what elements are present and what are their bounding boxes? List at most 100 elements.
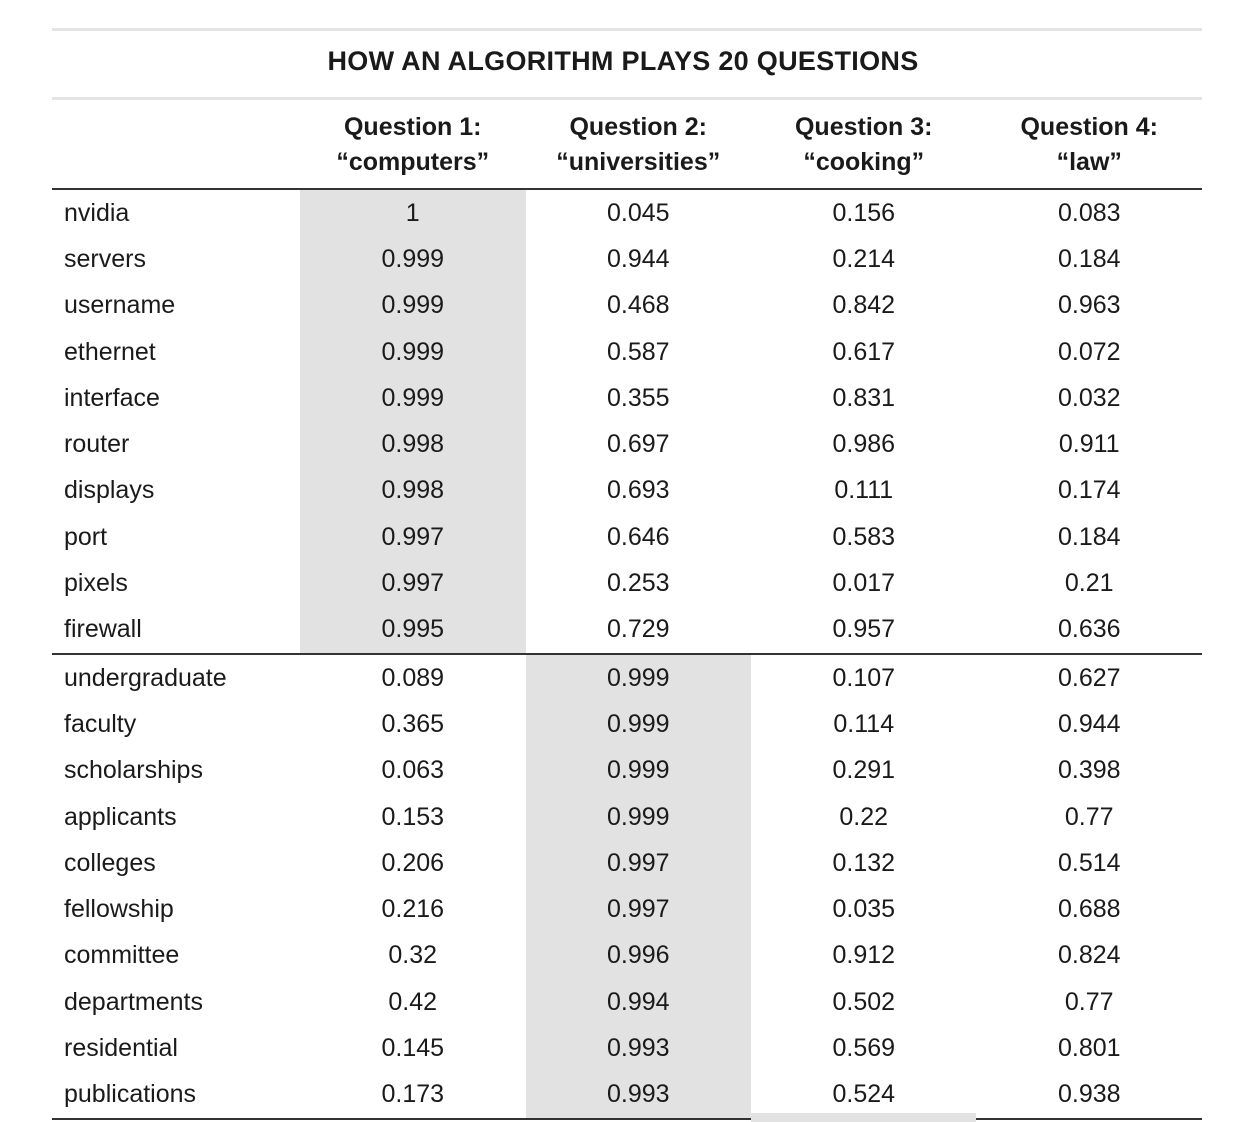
score-cell: 0.996 <box>525 932 751 980</box>
score-cell: 0.083 <box>1057 198 1121 227</box>
score-cell: 0.636 <box>1057 615 1121 644</box>
row-word: residential <box>64 1033 178 1062</box>
score-cell: 1 <box>300 189 526 237</box>
score-cell: 0.184 <box>1057 522 1121 551</box>
table-title: HOW AN ALGORITHM PLAYS 20 QUESTIONS <box>327 46 919 76</box>
table-row: ethernet 0.999 0.587 0.617 0.072 <box>52 328 1202 376</box>
row-word: applicants <box>64 802 177 831</box>
table-row: interface 0.999 0.355 0.831 0.032 <box>52 375 1202 422</box>
score-cell: 0.032 <box>1057 383 1121 412</box>
score-cell: 0.77 <box>1064 802 1114 831</box>
score-cell: 0.831 <box>832 383 896 412</box>
header-blank <box>52 110 300 189</box>
table-body: nvidia 1 0.045 0.156 0.083 servers 0.999 0.944 0… <box>52 189 1202 1119</box>
table-row: nvidia 1 0.045 0.156 0.083 <box>52 189 1202 237</box>
table-row: departments 0.42 0.994 0.502 0.77 <box>52 979 1202 1026</box>
column-header-q3: Question 3: “cooking” <box>794 113 933 176</box>
score-cell: 0.132 <box>832 848 896 877</box>
score-cell: 0.646 <box>606 522 670 551</box>
score-cell: 0.145 <box>381 1033 445 1062</box>
score-cell: 0.999 <box>525 701 751 748</box>
row-word: ethernet <box>64 337 156 366</box>
score-cell: 0.688 <box>1057 895 1121 924</box>
score-cell: 0.999 <box>300 236 526 283</box>
score-cell: 0.514 <box>1057 848 1121 877</box>
table-row: fellowship 0.216 0.997 0.035 0.688 <box>52 886 1202 933</box>
row-word: pixels <box>64 569 128 598</box>
score-cell: 0.291 <box>832 756 896 785</box>
score-cell: 0.998 <box>300 467 526 515</box>
title-rule <box>52 97 1202 100</box>
score-cell: 0.999 <box>525 653 751 702</box>
table-row: servers 0.999 0.944 0.214 0.184 <box>52 236 1202 283</box>
score-cell: 0.21 <box>1064 569 1114 598</box>
table-row: displays 0.998 0.693 0.111 0.174 <box>52 467 1202 515</box>
score-cell: 0.824 <box>1057 941 1121 970</box>
score-cell: 0.253 <box>606 569 670 598</box>
score-cell: 0.111 <box>834 476 894 505</box>
row-word: committee <box>64 941 180 970</box>
score-cell: 0.697 <box>606 430 670 459</box>
score-cell: 0.216 <box>381 895 445 924</box>
row-word: nvidia <box>64 198 130 227</box>
score-cell: 0.842 <box>832 291 896 320</box>
score-cell: 0.997 <box>300 514 526 561</box>
row-word: publications <box>64 1080 197 1109</box>
score-cell: 0.986 <box>832 430 896 459</box>
score-cell: 0.944 <box>1057 709 1121 738</box>
score-cell: 0.729 <box>606 615 670 644</box>
row-word: scholarships <box>64 756 203 785</box>
top-rule <box>52 28 1202 31</box>
row-word: undergraduate <box>64 663 227 692</box>
score-cell: 0.617 <box>832 337 896 366</box>
row-word: departments <box>64 987 203 1016</box>
score-cell: 0.089 <box>381 663 445 692</box>
score-cell: 0.627 <box>1057 663 1121 692</box>
score-cell: 0.957 <box>832 615 896 644</box>
score-cell: 0.938 <box>1057 1080 1121 1109</box>
score-cell: 0.072 <box>1057 337 1121 366</box>
score-cell: 0.42 <box>388 987 438 1016</box>
row-word: colleges <box>64 848 156 877</box>
score-cell: 0.184 <box>1057 244 1121 273</box>
score-cell: 0.365 <box>381 709 445 738</box>
table-row: scholarships 0.063 0.999 0.291 0.398 <box>52 747 1202 794</box>
score-cell: 0.999 <box>525 793 751 841</box>
table-row: port 0.997 0.646 0.583 0.184 <box>52 514 1202 561</box>
table-row: publications 0.173 0.993 0.524 0.938 <box>52 1071 1202 1119</box>
table-row: applicants 0.153 0.999 0.22 0.77 <box>52 793 1202 841</box>
score-cell: 0.583 <box>832 522 896 551</box>
table-row: colleges 0.206 0.997 0.132 0.514 <box>52 840 1202 887</box>
score-cell: 0.502 <box>832 987 896 1016</box>
row-word: firewall <box>64 615 142 644</box>
score-cell: 0.994 <box>525 979 751 1026</box>
row-word: interface <box>64 383 160 412</box>
score-cell: 0.173 <box>381 1080 445 1109</box>
row-word: displays <box>64 476 155 505</box>
similarity-table: Question 1: “computers” Question 2: “unive… <box>52 110 1202 1120</box>
table-row: faculty 0.365 0.999 0.114 0.944 <box>52 701 1202 748</box>
score-cell: 0.993 <box>525 1025 751 1072</box>
score-cell: 0.587 <box>606 337 670 366</box>
row-word: port <box>64 522 108 551</box>
table-row: residential 0.145 0.993 0.569 0.801 <box>52 1025 1202 1072</box>
score-cell: 0.997 <box>525 886 751 933</box>
header-row: Question 1: “computers” Question 2: “unive… <box>52 110 1202 189</box>
table-row: username 0.999 0.468 0.842 0.963 <box>52 282 1202 329</box>
column-header-q2: Question 2: “universities” <box>556 113 721 176</box>
score-cell: 0.524 <box>832 1080 896 1109</box>
score-cell: 0.999 <box>300 328 526 376</box>
score-cell: 0.206 <box>381 848 445 877</box>
score-cell: 0.997 <box>525 840 751 887</box>
score-cell: 0.045 <box>606 198 670 227</box>
score-cell: 0.998 <box>300 421 526 468</box>
score-cell: 0.997 <box>300 560 526 607</box>
score-cell: 0.77 <box>1064 987 1114 1016</box>
score-cell: 0.995 <box>300 606 526 654</box>
table-row: firewall 0.995 0.729 0.957 0.636 <box>52 606 1202 654</box>
score-cell: 0.114 <box>833 709 895 738</box>
score-cell: 0.355 <box>606 383 670 412</box>
score-cell: 0.999 <box>300 375 526 422</box>
score-cell: 0.912 <box>832 941 896 970</box>
score-cell: 0.063 <box>381 756 445 785</box>
